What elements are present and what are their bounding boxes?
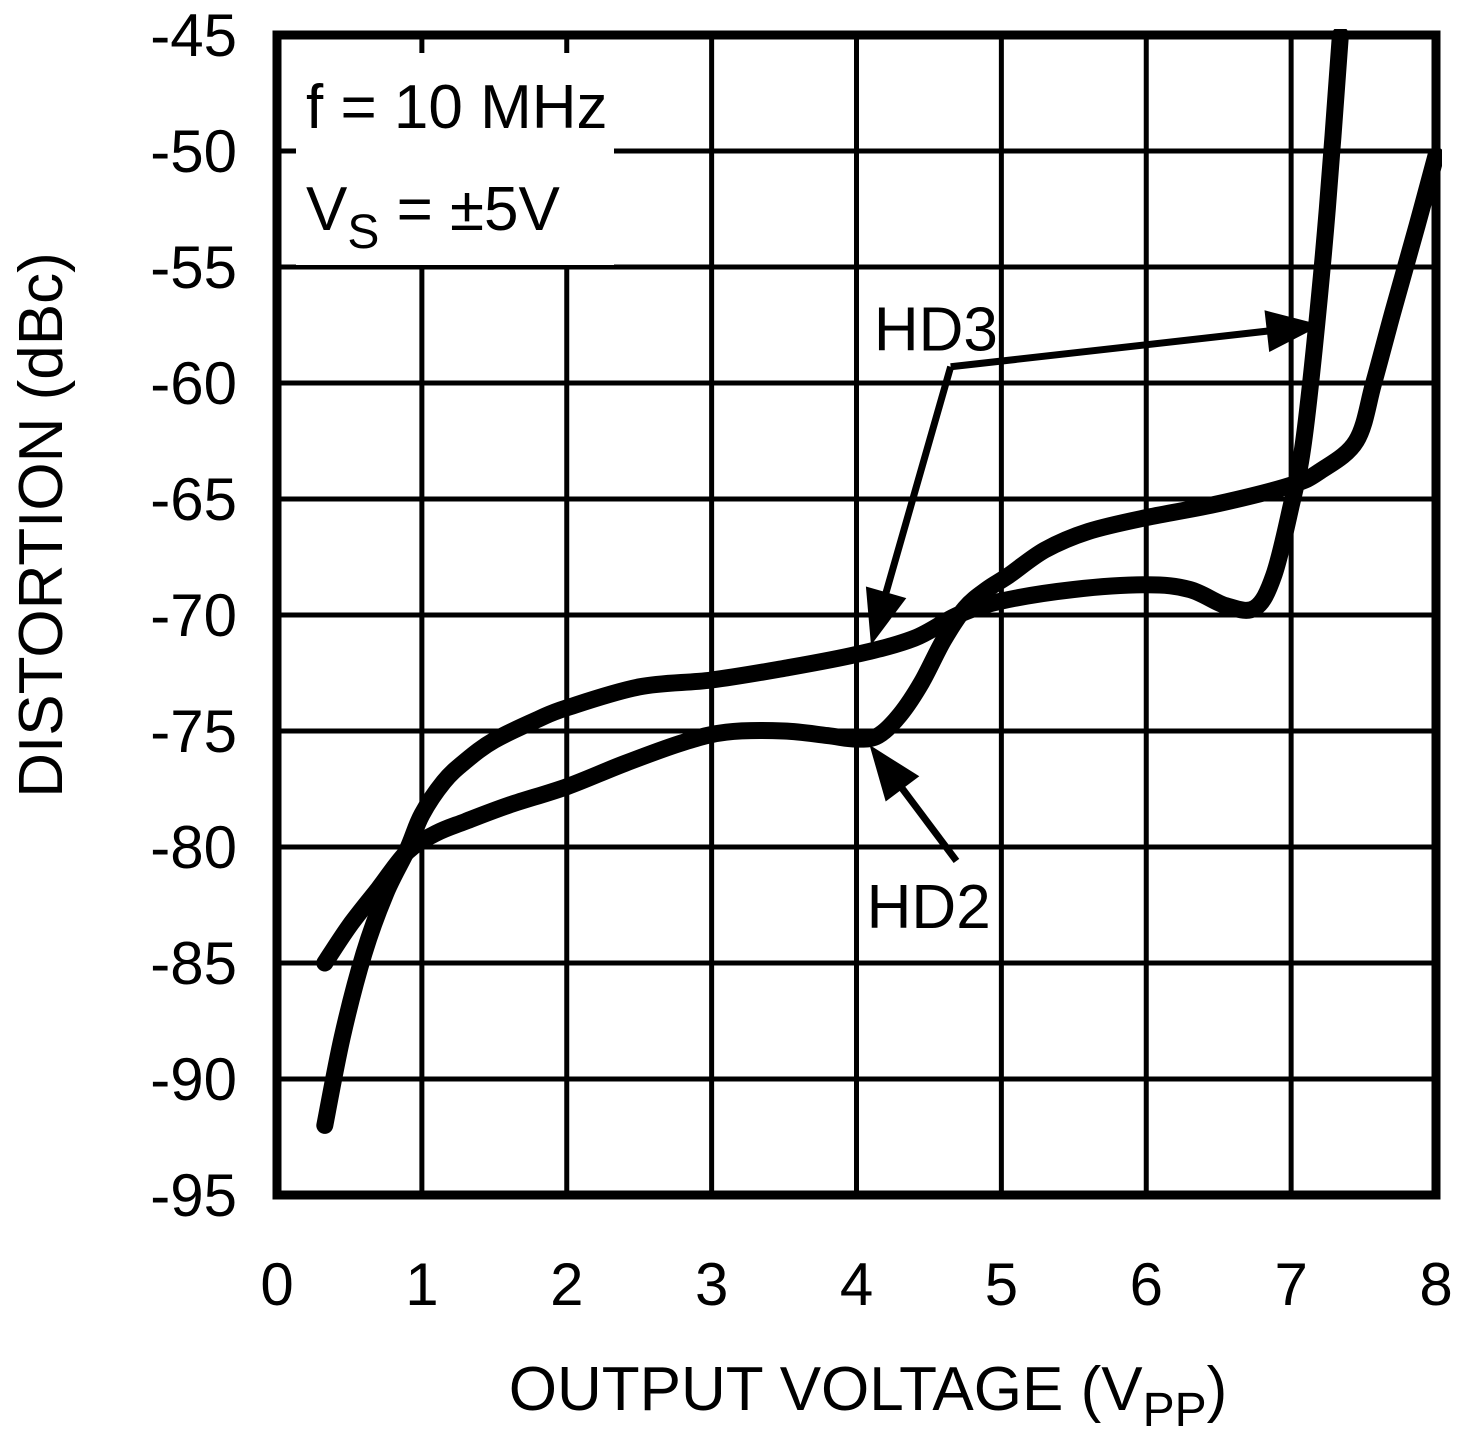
x-tick-label: 2: [550, 1251, 583, 1318]
curve-hd3: [316, 29, 1349, 1134]
series-label-hd3: HD3: [874, 296, 998, 365]
x-tick-label: 1: [405, 1251, 438, 1318]
hd2-arrow-to-curve: [869, 744, 960, 864]
curves: [316, 29, 1442, 1134]
y-tick-label: -60: [150, 350, 237, 417]
y-tick-label: -50: [150, 118, 237, 185]
x-tick-label: 5: [985, 1251, 1018, 1318]
hd2-arrow-to-curve-shaft: [896, 782, 960, 864]
hd3-arrow-to-midband-segment: [865, 365, 955, 646]
y-tick-label: -70: [150, 582, 237, 649]
hd3-arrow-to-steep-segment-shaft: [950, 327, 1274, 371]
y-tick-label: -90: [150, 1046, 237, 1113]
curve-hd2: [316, 147, 1442, 972]
y-tick-label: -75: [150, 698, 237, 765]
x-tick-label: 7: [1274, 1251, 1307, 1318]
y-tick-label: -95: [150, 1162, 237, 1229]
hd3-arrow-to-midband-segment-head: [865, 586, 907, 646]
y-tick-label: -55: [150, 234, 237, 301]
x-tick-label: 3: [695, 1251, 728, 1318]
y-tick-label: -45: [150, 2, 237, 69]
annotation-arrows: [865, 310, 1322, 864]
x-axis-title: OUTPUT VOLTAGE (VPP): [509, 1355, 1228, 1437]
plot-border: [272, 30, 1441, 1200]
x-tick-label: 0: [260, 1251, 293, 1318]
x-tick-label: 8: [1419, 1251, 1452, 1318]
hd2-arrow-to-curve-head: [869, 744, 920, 802]
conditions-note-line: VS = ±5V: [306, 175, 561, 259]
hd3-arrow-to-steep-segment: [950, 310, 1322, 371]
y-tick-label: -85: [150, 930, 237, 997]
x-tick-label: 6: [1130, 1251, 1163, 1318]
y-tick-label: -65: [150, 466, 237, 533]
x-tick-label: 4: [840, 1251, 873, 1318]
hd3-arrow-to-midband-segment-shaft: [881, 365, 955, 600]
conditions-note-line: f = 10 MHz: [306, 73, 608, 142]
series-label-hd2: HD2: [867, 873, 991, 942]
y-tick-label: -80: [150, 814, 237, 881]
y-axis-title: DISTORTION (dBc): [7, 252, 76, 797]
conditions-note-background: [296, 53, 614, 265]
hd3-arrow-to-steep-segment-head: [1264, 310, 1322, 352]
